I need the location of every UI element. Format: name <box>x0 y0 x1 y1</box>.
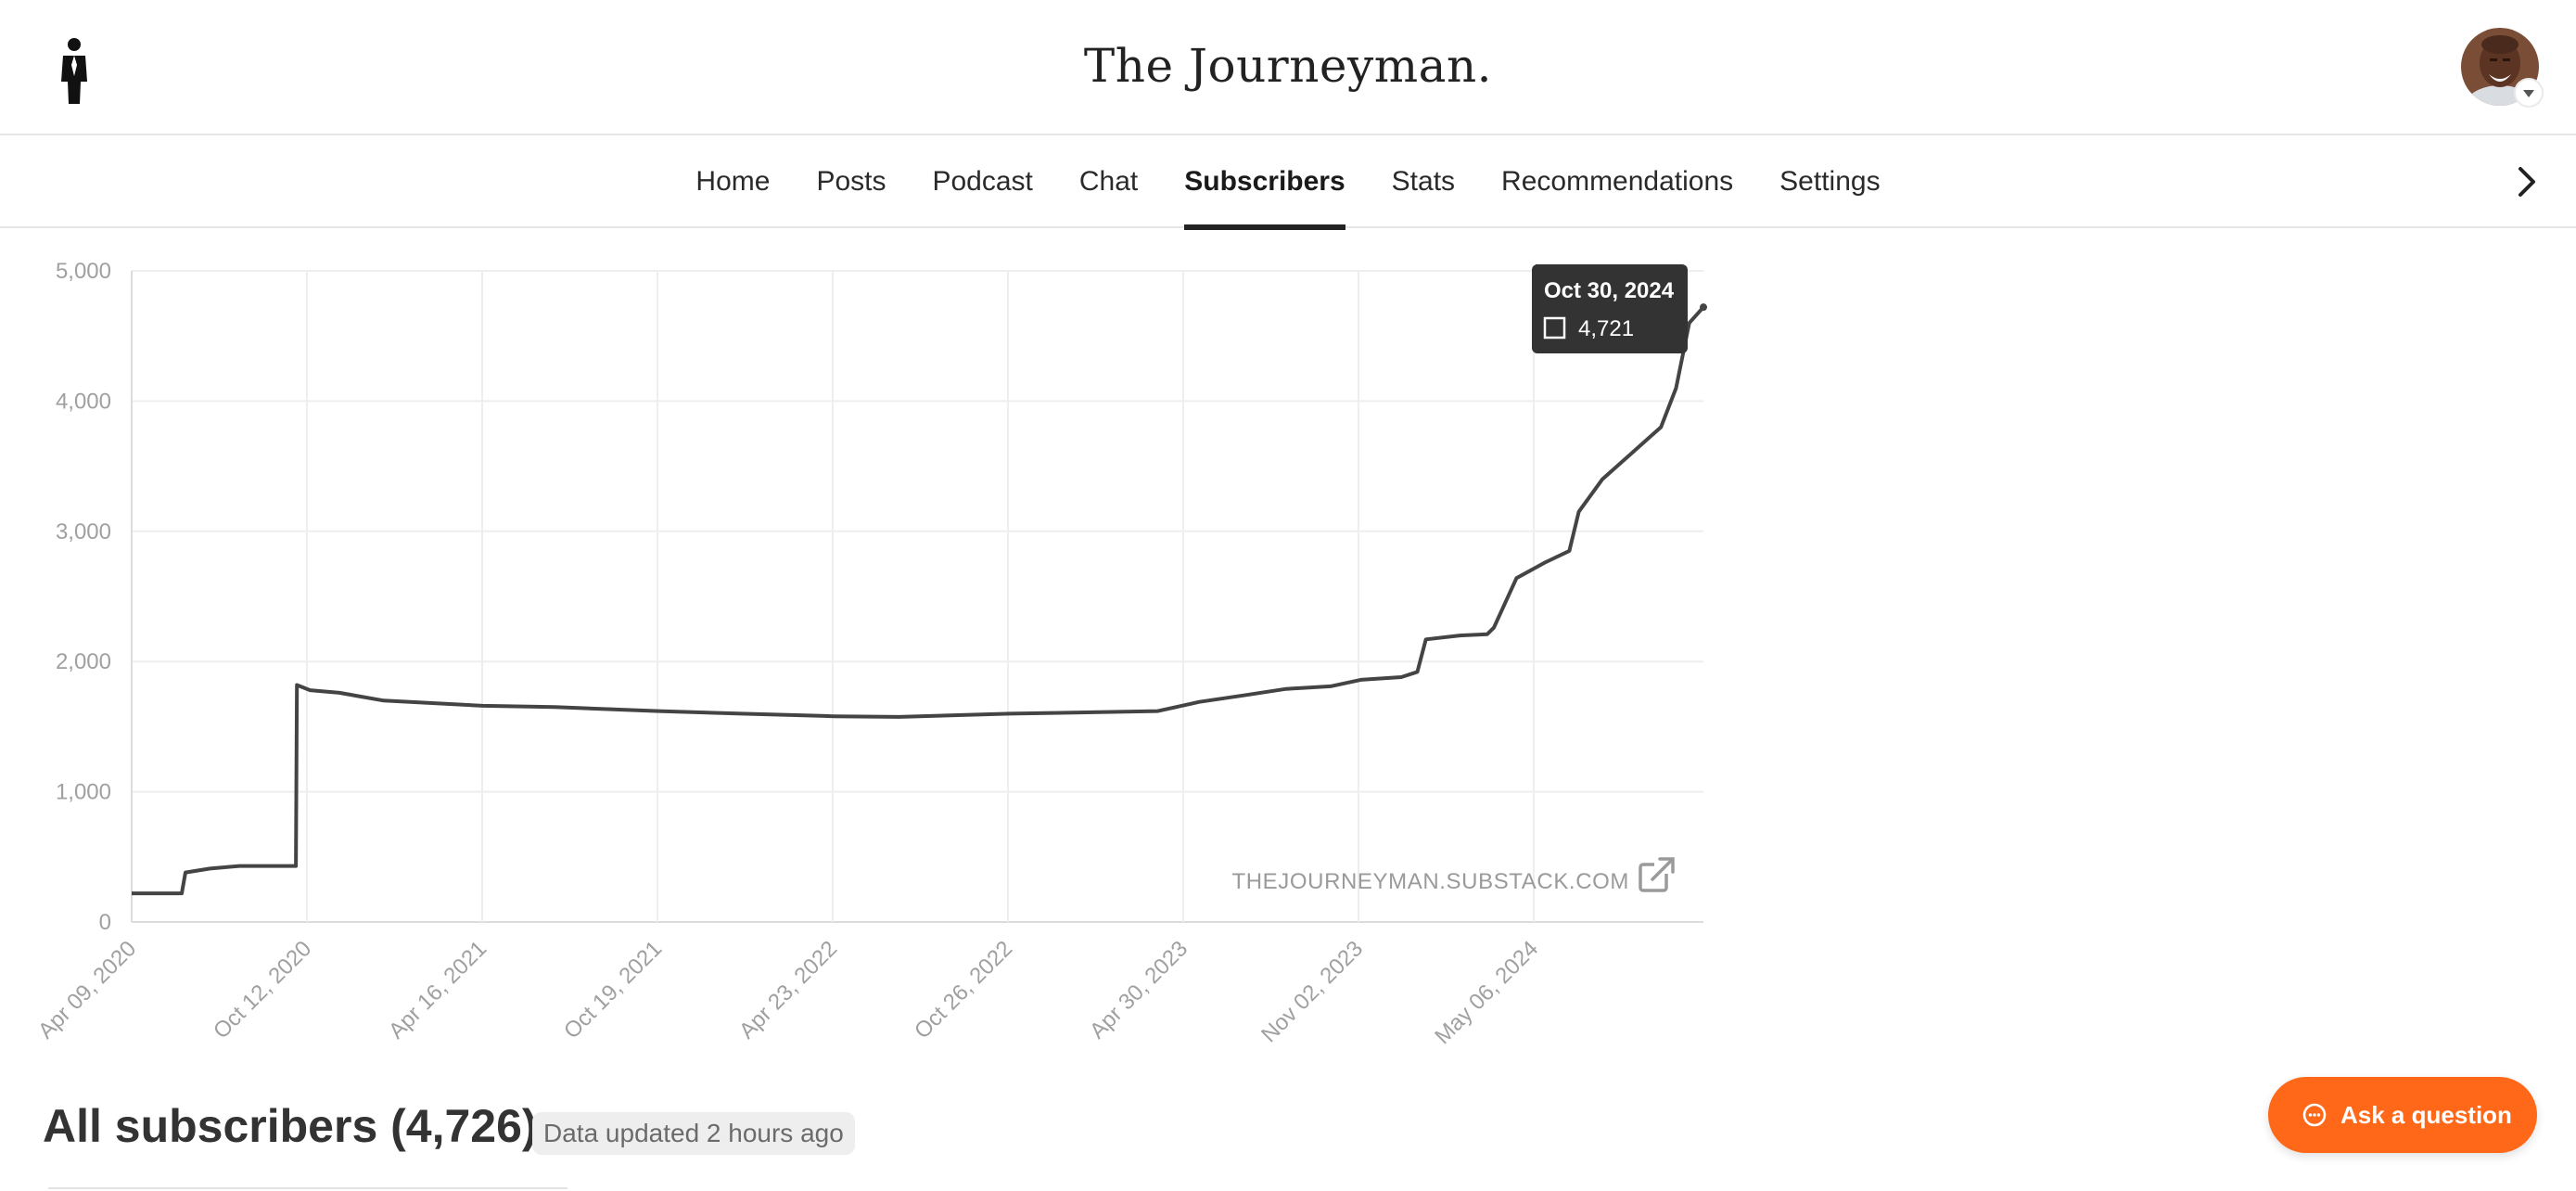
chart-tooltip: Oct 30, 2024 4,721 <box>1532 264 1688 353</box>
y-tick-label: 2,000 <box>56 649 111 674</box>
x-tick-label: Oct 19, 2021 <box>559 936 667 1044</box>
tooltip-value: 4,721 <box>1578 316 1634 341</box>
tooltip-swatch <box>1543 316 1566 339</box>
y-tick-label: 5,000 <box>56 259 111 284</box>
external-link-icon[interactable] <box>1639 857 1675 892</box>
account-menu-caret-icon[interactable] <box>2516 80 2542 106</box>
tab-podcast[interactable]: Podcast <box>932 166 1033 197</box>
tooltip-date: Oct 30, 2024 <box>1544 278 1675 303</box>
tab-subscribers[interactable]: Subscribers <box>1184 135 1346 230</box>
x-tick-label: Nov 02, 2023 <box>1256 936 1368 1047</box>
all-subscribers-heading: All subscribers (4,726) <box>43 1100 538 1152</box>
chat-bubble-icon <box>2302 1103 2327 1127</box>
person-silhouette-icon[interactable] <box>52 37 96 104</box>
subscriber-growth-chart: 0 1,000 2,000 3,000 4,000 5,000 Apr 09, 2020 Oc… <box>33 259 1707 1049</box>
nav-tabs: Home Posts Podcast Chat Subscribers Stat… <box>0 135 2576 230</box>
section-divider <box>48 1187 567 1189</box>
tab-settings[interactable]: Settings <box>1779 166 1881 197</box>
watermark[interactable]: THEJOURNEYMAN.SUBSTACK.COM <box>1231 857 1675 894</box>
tab-chat[interactable]: Chat <box>1078 166 1139 197</box>
ask-question-label: Ask a question <box>2340 1100 2512 1129</box>
data-updated-badge: Data updated 2 hours ago <box>532 1112 855 1155</box>
dashboard-nav: Home Posts Podcast Chat Subscribers Stat… <box>0 135 2576 230</box>
publication-title[interactable]: The Journeyman. <box>1083 39 1493 93</box>
y-tick-label: 0 <box>99 910 111 935</box>
x-tick-label: Oct 26, 2022 <box>910 936 1017 1044</box>
ask-question-button[interactable]: Ask a question <box>2268 1077 2537 1153</box>
x-tick-label: Apr 09, 2020 <box>33 936 141 1044</box>
hover-point <box>1700 303 1707 312</box>
x-tick-label: Apr 23, 2022 <box>734 936 842 1044</box>
y-tick-label: 1,000 <box>56 780 111 805</box>
chevron-right-icon[interactable] <box>2504 158 2548 206</box>
chart-axes: 0 1,000 2,000 3,000 4,000 5,000 Apr 09, 2020 Oc… <box>33 259 1543 1049</box>
x-tick-label: Apr 30, 2023 <box>1085 936 1192 1044</box>
user-avatar[interactable] <box>2461 28 2539 106</box>
tab-home[interactable]: Home <box>695 166 771 197</box>
tab-stats[interactable]: Stats <box>1391 166 1456 197</box>
series-line-subscribers <box>132 305 1705 896</box>
x-tick-label: Oct 12, 2020 <box>209 936 316 1044</box>
x-tick-label: Apr 16, 2021 <box>384 936 491 1044</box>
y-tick-label: 3,000 <box>56 519 111 544</box>
y-tick-label: 4,000 <box>56 389 111 414</box>
tab-recommendations[interactable]: Recommendations <box>1501 166 1734 197</box>
chart-grid <box>131 270 1703 923</box>
watermark-label[interactable]: THEJOURNEYMAN.SUBSTACK.COM <box>1231 869 1629 894</box>
tab-posts[interactable]: Posts <box>816 166 886 197</box>
x-tick-label: May 06, 2024 <box>1430 936 1543 1049</box>
top-header: The Journeyman. <box>0 0 2576 135</box>
